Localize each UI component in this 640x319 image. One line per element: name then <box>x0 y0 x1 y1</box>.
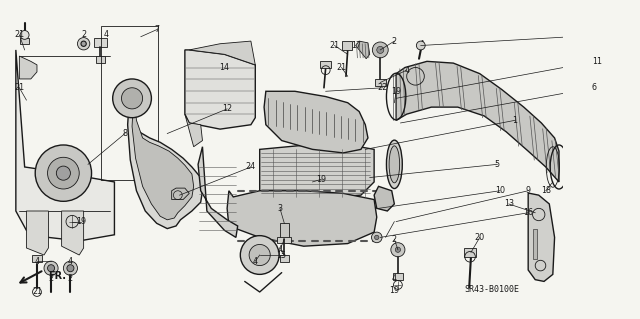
Text: 21: 21 <box>14 30 24 40</box>
Text: 4: 4 <box>253 257 258 266</box>
Text: 20: 20 <box>475 233 485 242</box>
Polygon shape <box>260 142 374 200</box>
Polygon shape <box>198 147 237 237</box>
Circle shape <box>35 145 92 201</box>
Polygon shape <box>227 191 377 246</box>
Bar <box>342 41 352 50</box>
Bar <box>534 229 537 259</box>
Text: 4: 4 <box>68 257 73 266</box>
Text: 21: 21 <box>14 83 24 92</box>
Circle shape <box>113 79 152 118</box>
Text: 4: 4 <box>277 245 282 254</box>
Circle shape <box>417 41 425 50</box>
Text: 1: 1 <box>513 116 518 125</box>
Text: 9: 9 <box>525 186 531 195</box>
Circle shape <box>81 41 86 46</box>
Text: 7: 7 <box>154 25 159 34</box>
Circle shape <box>77 38 90 50</box>
Text: 4: 4 <box>103 30 108 40</box>
Text: 2: 2 <box>81 30 86 40</box>
Circle shape <box>47 265 54 272</box>
Bar <box>277 237 291 243</box>
Text: 2: 2 <box>68 274 73 283</box>
Polygon shape <box>189 41 255 65</box>
Circle shape <box>44 261 58 275</box>
Circle shape <box>396 247 401 252</box>
Circle shape <box>371 232 382 243</box>
Ellipse shape <box>387 140 403 189</box>
Circle shape <box>249 244 270 266</box>
Polygon shape <box>374 186 394 211</box>
Text: 11: 11 <box>592 57 602 66</box>
Text: SR43-B0100E: SR43-B0100E <box>465 285 520 294</box>
Text: 19: 19 <box>391 87 401 96</box>
Circle shape <box>63 261 77 275</box>
Polygon shape <box>19 56 37 79</box>
Text: 4: 4 <box>392 274 397 283</box>
Bar <box>321 61 331 68</box>
Polygon shape <box>172 188 189 200</box>
Text: 4: 4 <box>404 66 409 75</box>
Text: 17: 17 <box>351 41 362 50</box>
Text: 14: 14 <box>220 63 230 72</box>
Text: 12: 12 <box>222 104 232 113</box>
Polygon shape <box>185 114 202 147</box>
Circle shape <box>240 236 279 274</box>
Text: 15: 15 <box>276 250 287 260</box>
Text: 10: 10 <box>495 186 505 195</box>
Bar <box>32 255 42 262</box>
Text: 22: 22 <box>378 83 388 92</box>
Text: 2: 2 <box>392 235 397 244</box>
Bar <box>464 248 476 257</box>
Text: 5: 5 <box>495 160 500 169</box>
Circle shape <box>372 42 388 58</box>
Bar <box>375 79 385 86</box>
Text: 2: 2 <box>49 274 54 283</box>
Bar <box>96 56 105 63</box>
Circle shape <box>377 46 384 53</box>
Polygon shape <box>396 61 559 182</box>
Text: 24: 24 <box>246 162 256 172</box>
Polygon shape <box>127 85 202 229</box>
Circle shape <box>20 31 29 39</box>
Polygon shape <box>132 94 194 220</box>
Bar <box>280 255 289 262</box>
Text: 2: 2 <box>392 37 397 46</box>
Text: 3: 3 <box>277 204 282 213</box>
Text: 19: 19 <box>316 175 326 184</box>
Bar <box>20 39 29 44</box>
Text: 16: 16 <box>523 208 533 217</box>
Text: 21: 21 <box>337 63 347 72</box>
Text: 8: 8 <box>122 129 127 138</box>
Circle shape <box>56 166 70 180</box>
Polygon shape <box>16 50 115 241</box>
Circle shape <box>391 243 405 257</box>
Text: 21: 21 <box>32 287 42 296</box>
Polygon shape <box>185 50 255 129</box>
Bar <box>101 26 159 180</box>
Text: 18: 18 <box>541 186 551 195</box>
Polygon shape <box>356 41 370 59</box>
Circle shape <box>122 88 143 109</box>
Circle shape <box>67 265 74 272</box>
Polygon shape <box>26 211 49 255</box>
Text: 19: 19 <box>389 286 399 295</box>
Circle shape <box>47 157 79 189</box>
Circle shape <box>374 235 379 240</box>
Polygon shape <box>264 91 368 153</box>
Bar <box>392 273 403 280</box>
Text: 13: 13 <box>504 199 514 208</box>
Polygon shape <box>61 211 84 255</box>
Bar <box>280 223 289 239</box>
Text: 4: 4 <box>35 257 40 266</box>
Polygon shape <box>528 193 555 281</box>
Text: 19: 19 <box>76 217 86 226</box>
Text: 21: 21 <box>330 41 340 50</box>
Bar <box>94 39 106 47</box>
Text: 6: 6 <box>592 83 596 92</box>
Ellipse shape <box>389 146 399 183</box>
Text: FR.: FR. <box>49 271 67 281</box>
